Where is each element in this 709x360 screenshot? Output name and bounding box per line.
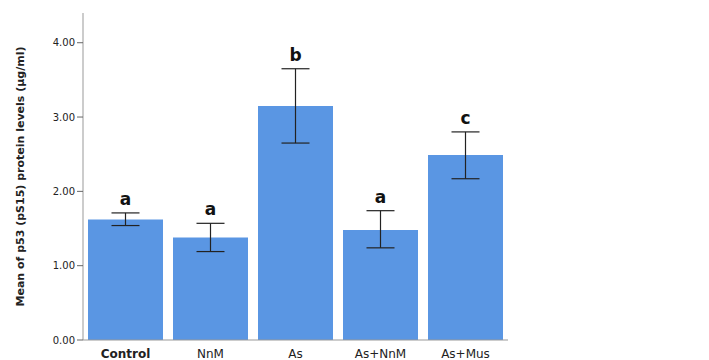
svg-text:b: b <box>289 45 301 65</box>
svg-text:4.00: 4.00 <box>53 37 75 48</box>
svg-text:a: a <box>205 199 216 219</box>
svg-text:a: a <box>375 187 386 207</box>
svg-text:1.00: 1.00 <box>53 260 75 271</box>
svg-text:Control: Control <box>101 347 151 358</box>
svg-text:2.00: 2.00 <box>53 186 75 197</box>
svg-text:As: As <box>288 347 302 358</box>
svg-text:NnM: NnM <box>197 347 224 358</box>
svg-text:Mean of p53 (pS15) protein lev: Mean of p53 (pS15) protein levels (μg/ml… <box>14 47 27 307</box>
svg-text:As+NnM: As+NnM <box>355 347 406 358</box>
svg-text:As+Mus: As+Mus <box>441 347 490 358</box>
svg-text:3.00: 3.00 <box>53 112 75 123</box>
svg-text:c: c <box>460 108 470 128</box>
svg-text:0.00: 0.00 <box>53 335 75 346</box>
svg-text:a: a <box>120 189 131 209</box>
